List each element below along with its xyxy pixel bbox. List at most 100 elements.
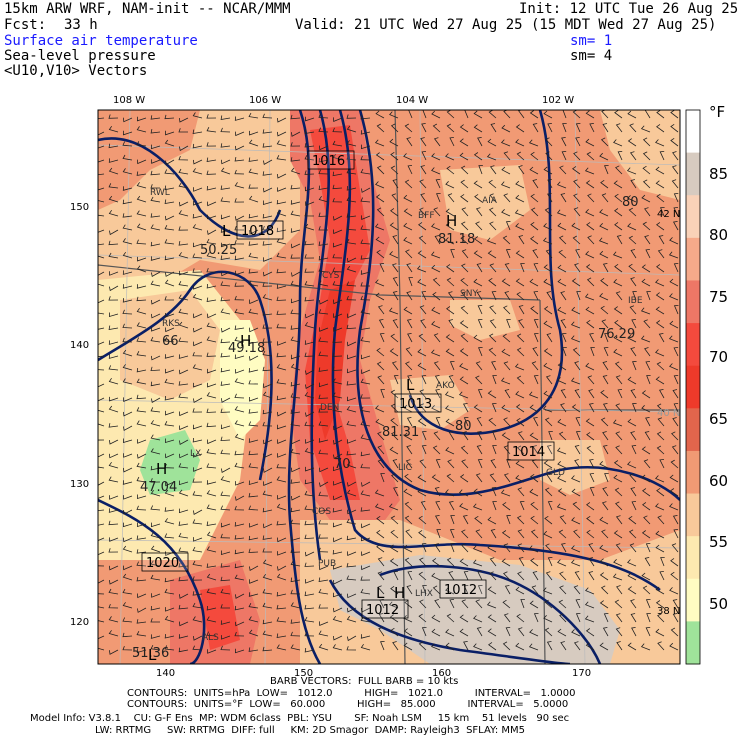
wind-barb: [459, 363, 469, 371]
wind-barb: [571, 278, 581, 287]
wind-barb: [573, 179, 581, 189]
wind-barb: [645, 361, 651, 371]
wind-barb: [165, 313, 175, 318]
wind-barb: [234, 282, 245, 287]
wind-barb: [360, 536, 371, 542]
wind-barb: [390, 208, 399, 217]
wind-barb: [532, 571, 539, 581]
wind-barb: [573, 193, 581, 203]
wind-barb: [559, 613, 567, 623]
wind-barb: [108, 365, 119, 371]
wind-barb: [108, 423, 119, 428]
wind-barb: [360, 308, 371, 315]
wind-barb: [560, 389, 567, 399]
wind-barb: [473, 124, 483, 133]
wind-barb: [150, 407, 161, 413]
wind-barb: [419, 179, 427, 189]
wind-barb: [122, 588, 133, 595]
wind-barb: [376, 249, 385, 259]
wind-barb: [192, 143, 203, 149]
wind-barb: [248, 616, 259, 623]
wind-barb: [491, 403, 497, 413]
wind-barb: [516, 333, 525, 343]
wind-barb: [98, 243, 105, 246]
wind-barb: [262, 350, 273, 357]
wind-barb: [346, 295, 357, 301]
wind-barb: [150, 280, 161, 287]
wind-barb: [220, 143, 231, 148]
wind-barb: [478, 165, 483, 175]
wind-barb: [445, 587, 455, 595]
wind-barb: [461, 291, 469, 301]
wind-barb: [360, 394, 371, 399]
wind-barb: [206, 531, 217, 539]
wind-barb: [304, 631, 315, 637]
wind-barb: [122, 522, 133, 528]
wind-barb: [98, 200, 105, 203]
wind-barb: [418, 515, 427, 525]
wind-barb: [556, 209, 567, 217]
wind-barb: [589, 487, 595, 497]
wind-barb: [501, 209, 511, 217]
wind-barb: [304, 186, 315, 192]
wind-barb: [560, 319, 567, 329]
colorbar-tick: 65: [709, 410, 729, 428]
wind-barb: [179, 201, 189, 207]
wind-barb: [446, 277, 455, 287]
wind-barb: [376, 165, 385, 175]
wind-barb: [276, 424, 287, 430]
wind-barb: [108, 252, 119, 259]
wind-barb: [643, 459, 651, 469]
wind-barb: [262, 241, 273, 246]
wind-barb: [235, 495, 245, 501]
wind-barb: [556, 503, 567, 511]
wind-barb: [421, 627, 427, 637]
wind-barb: [277, 411, 287, 417]
wind-barb: [318, 534, 329, 539]
wind-barb: [375, 292, 385, 301]
wind-barb: [220, 185, 231, 190]
wind-barb: [333, 607, 343, 613]
wind-barb: [613, 559, 623, 567]
station-label: DEN: [320, 403, 339, 413]
wind-barb: [123, 467, 133, 473]
wind-barb: [98, 509, 105, 512]
wind-barb: [290, 228, 301, 233]
wind-barb: [109, 285, 119, 292]
wind-barb: [599, 544, 609, 553]
wind-barb: [151, 159, 161, 164]
wind-barb: [136, 522, 147, 528]
wind-barb: [628, 263, 637, 273]
wind-barb: [586, 151, 595, 161]
wind-barb: [192, 213, 203, 219]
field-pressure-smooth: sm= 4: [570, 48, 613, 64]
wind-barb: [262, 535, 273, 540]
init-time: Init: 12 UTC Tue 26 Aug 25: [519, 1, 739, 17]
wind-barb: [304, 340, 315, 345]
wind-barb: [655, 475, 665, 483]
wind-barb: [646, 375, 651, 385]
wind-barb: [557, 628, 567, 637]
wind-barb: [137, 256, 147, 262]
wind-barb: [419, 459, 427, 469]
wind-barb: [460, 221, 469, 231]
wind-barb: [360, 507, 371, 512]
wind-barb: [108, 405, 119, 413]
wind-barb: [599, 572, 609, 581]
wind-barb: [234, 433, 245, 441]
wind-barb: [109, 453, 119, 459]
wind-barb: [586, 222, 595, 231]
wind-barb: [290, 354, 301, 360]
wind-barb: [207, 382, 217, 388]
wind-barb: [445, 489, 455, 497]
wind-barb: [543, 110, 553, 119]
wind-barb: [290, 409, 301, 414]
wind-barb: [165, 130, 175, 136]
wind-barb: [98, 481, 105, 486]
wind-barb: [378, 627, 385, 637]
isobar-value: 1012: [366, 603, 399, 618]
wind-barb: [543, 223, 553, 231]
wind-barb: [489, 165, 497, 175]
wind-barb: [585, 306, 595, 315]
wind-barb: [614, 361, 623, 371]
